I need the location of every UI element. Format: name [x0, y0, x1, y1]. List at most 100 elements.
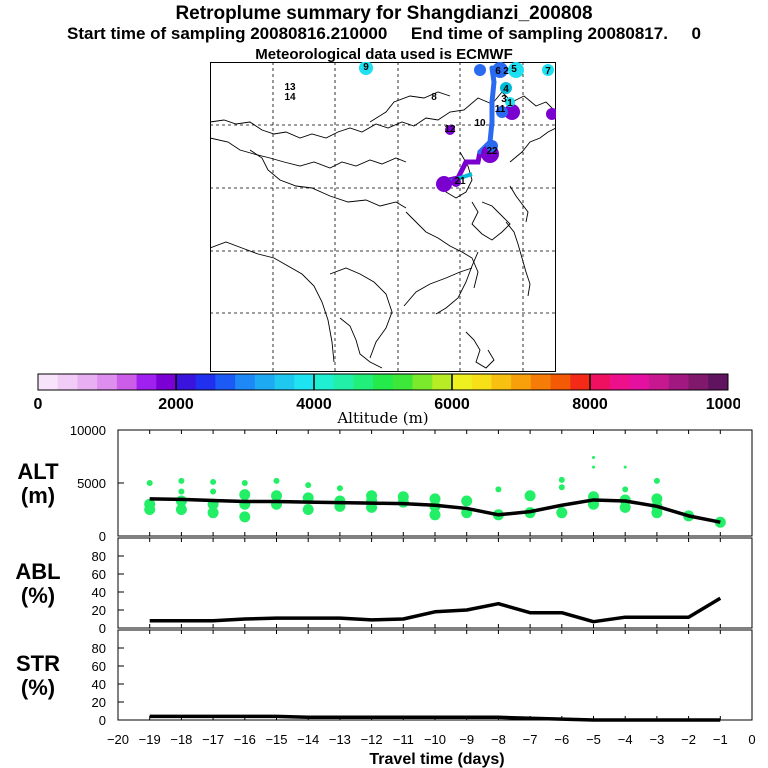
colorbar-swatch: [235, 374, 256, 390]
x-axis-label: Travel time (days): [369, 751, 504, 768]
colorbar-swatch: [530, 374, 551, 390]
colorbar-swatch: [649, 374, 670, 390]
y-tick-label: 80: [92, 641, 106, 656]
x-tick-label: −3: [649, 732, 664, 747]
scatter-point: [619, 501, 631, 513]
x-tick-label: −7: [523, 732, 538, 747]
x-tick-label: −16: [234, 732, 256, 747]
plume-label: 3: [501, 94, 507, 105]
plume-blob-15: [500, 82, 512, 94]
colorbar-swatch: [294, 374, 315, 390]
colorbar-swatch: [38, 374, 59, 390]
colorbar-swatch: [590, 374, 611, 390]
panel-ylabel: ABL: [15, 559, 60, 584]
colorbar-swatch: [432, 374, 453, 390]
series-line: [149, 497, 721, 524]
scatter-point: [144, 504, 156, 515]
plume-blob-5: [504, 104, 520, 120]
colorbar-swatch: [708, 374, 729, 390]
colorbar-tick-label: 4000: [296, 396, 332, 413]
scatter-point: [524, 490, 536, 502]
plume-blob-1: [436, 176, 452, 192]
series-line: [149, 596, 722, 624]
plume-blob-4: [486, 140, 498, 152]
colorbar-swatch: [353, 374, 374, 390]
panel-ylabel: (m): [21, 483, 55, 508]
colorbar-swatch: [116, 374, 137, 390]
plume-label: 7: [545, 66, 551, 77]
y-tick-label: 0: [99, 529, 106, 544]
colorbar-tick-label: 2000: [158, 396, 194, 413]
colorbar-axis-label: Altitude (m): [336, 409, 428, 427]
map-borders: [210, 91, 556, 369]
plume-label: 4: [503, 84, 509, 95]
plume-blob-10: [546, 108, 556, 120]
colorbar-swatch: [392, 374, 413, 390]
scatter-point: [210, 478, 217, 485]
scatter-point: [239, 489, 251, 501]
colorbar-frame: [37, 373, 729, 391]
scatter-point: [558, 484, 565, 491]
scatter-point: [495, 486, 502, 493]
x-tick-label: −6: [554, 732, 569, 747]
colorbar-swatch: [471, 374, 492, 390]
plume-label: 6: [495, 66, 501, 77]
colorbar-swatch: [195, 374, 216, 390]
x-tick-label: −15: [265, 732, 287, 747]
panel-alt: 10000 5000 0 ALT(m): [17, 426, 753, 544]
plume-label: 11: [495, 104, 506, 115]
plume-blob-8: [508, 62, 524, 78]
plume-label: 9: [363, 62, 369, 73]
y-tick-label: 80: [92, 549, 106, 564]
scatter-point: [592, 456, 595, 460]
scatter-point: [305, 482, 312, 489]
y-tick-label: 0: [99, 621, 106, 636]
y-tick-label: 20: [92, 695, 106, 710]
panel-ylabel: ALT: [17, 459, 59, 484]
x-tick-label: −11: [393, 732, 414, 747]
colorbar-swatch: [77, 374, 98, 390]
colorbar-swatch: [333, 374, 354, 390]
chart-title: Retroplume summary for Shangdianzi_20080…: [175, 3, 593, 24]
y-tick-label: 40: [92, 677, 106, 692]
scatter-point: [207, 507, 219, 519]
colorbar-swatch: [156, 374, 177, 390]
colorbar-swatch: [629, 374, 650, 390]
scatter-point: [210, 488, 217, 495]
plume-label: 10: [474, 118, 486, 129]
x-tick-label: −9: [459, 732, 474, 747]
colorbar-tick-label: 8000: [572, 396, 608, 413]
scatter-point: [592, 465, 595, 469]
y-tick-label: 5000: [77, 476, 106, 491]
colorbar-swatch: [668, 374, 689, 390]
panel-ylabel: (%): [21, 583, 55, 608]
y-tick-label: 10000: [70, 426, 106, 438]
colorbar-swatch: [176, 374, 197, 390]
scatter-point: [241, 480, 248, 486]
scatter-point: [271, 490, 282, 502]
colorbar-tick-label: 10000: [706, 396, 740, 413]
y-tick-label: 60: [92, 659, 106, 674]
colorbar-swatch: [136, 374, 157, 390]
scatter-point: [336, 485, 343, 492]
plume-label: 8: [431, 92, 437, 103]
colorbar-swatch: [570, 374, 591, 390]
colorbar-swatch: [452, 374, 473, 390]
y-tick-label: 20: [92, 603, 106, 618]
colorbar-swatch: [511, 374, 532, 390]
colorbar-swatch: [491, 374, 512, 390]
plume-blob-13: [445, 125, 455, 135]
plume-blob-6: [496, 106, 508, 118]
panel-frame: [117, 629, 753, 721]
plume-label: 2: [503, 66, 509, 77]
x-tick-label: −12: [361, 732, 383, 747]
scatter-point: [178, 477, 185, 484]
colorbar-swatch: [254, 374, 275, 390]
colorbar-swatch: [373, 374, 394, 390]
colorbar-swatch: [57, 374, 78, 390]
x-tick-label: −14: [297, 732, 319, 747]
altitude-colorbar: 0 2000 4000 6000 8000 10000 Altitude (m): [34, 373, 740, 427]
time-series-panels: 1000050000ALT(m)806040200ABL(%)806040200…: [15, 426, 755, 768]
scatter-point: [651, 507, 663, 519]
plume-label: 13: [284, 82, 296, 93]
